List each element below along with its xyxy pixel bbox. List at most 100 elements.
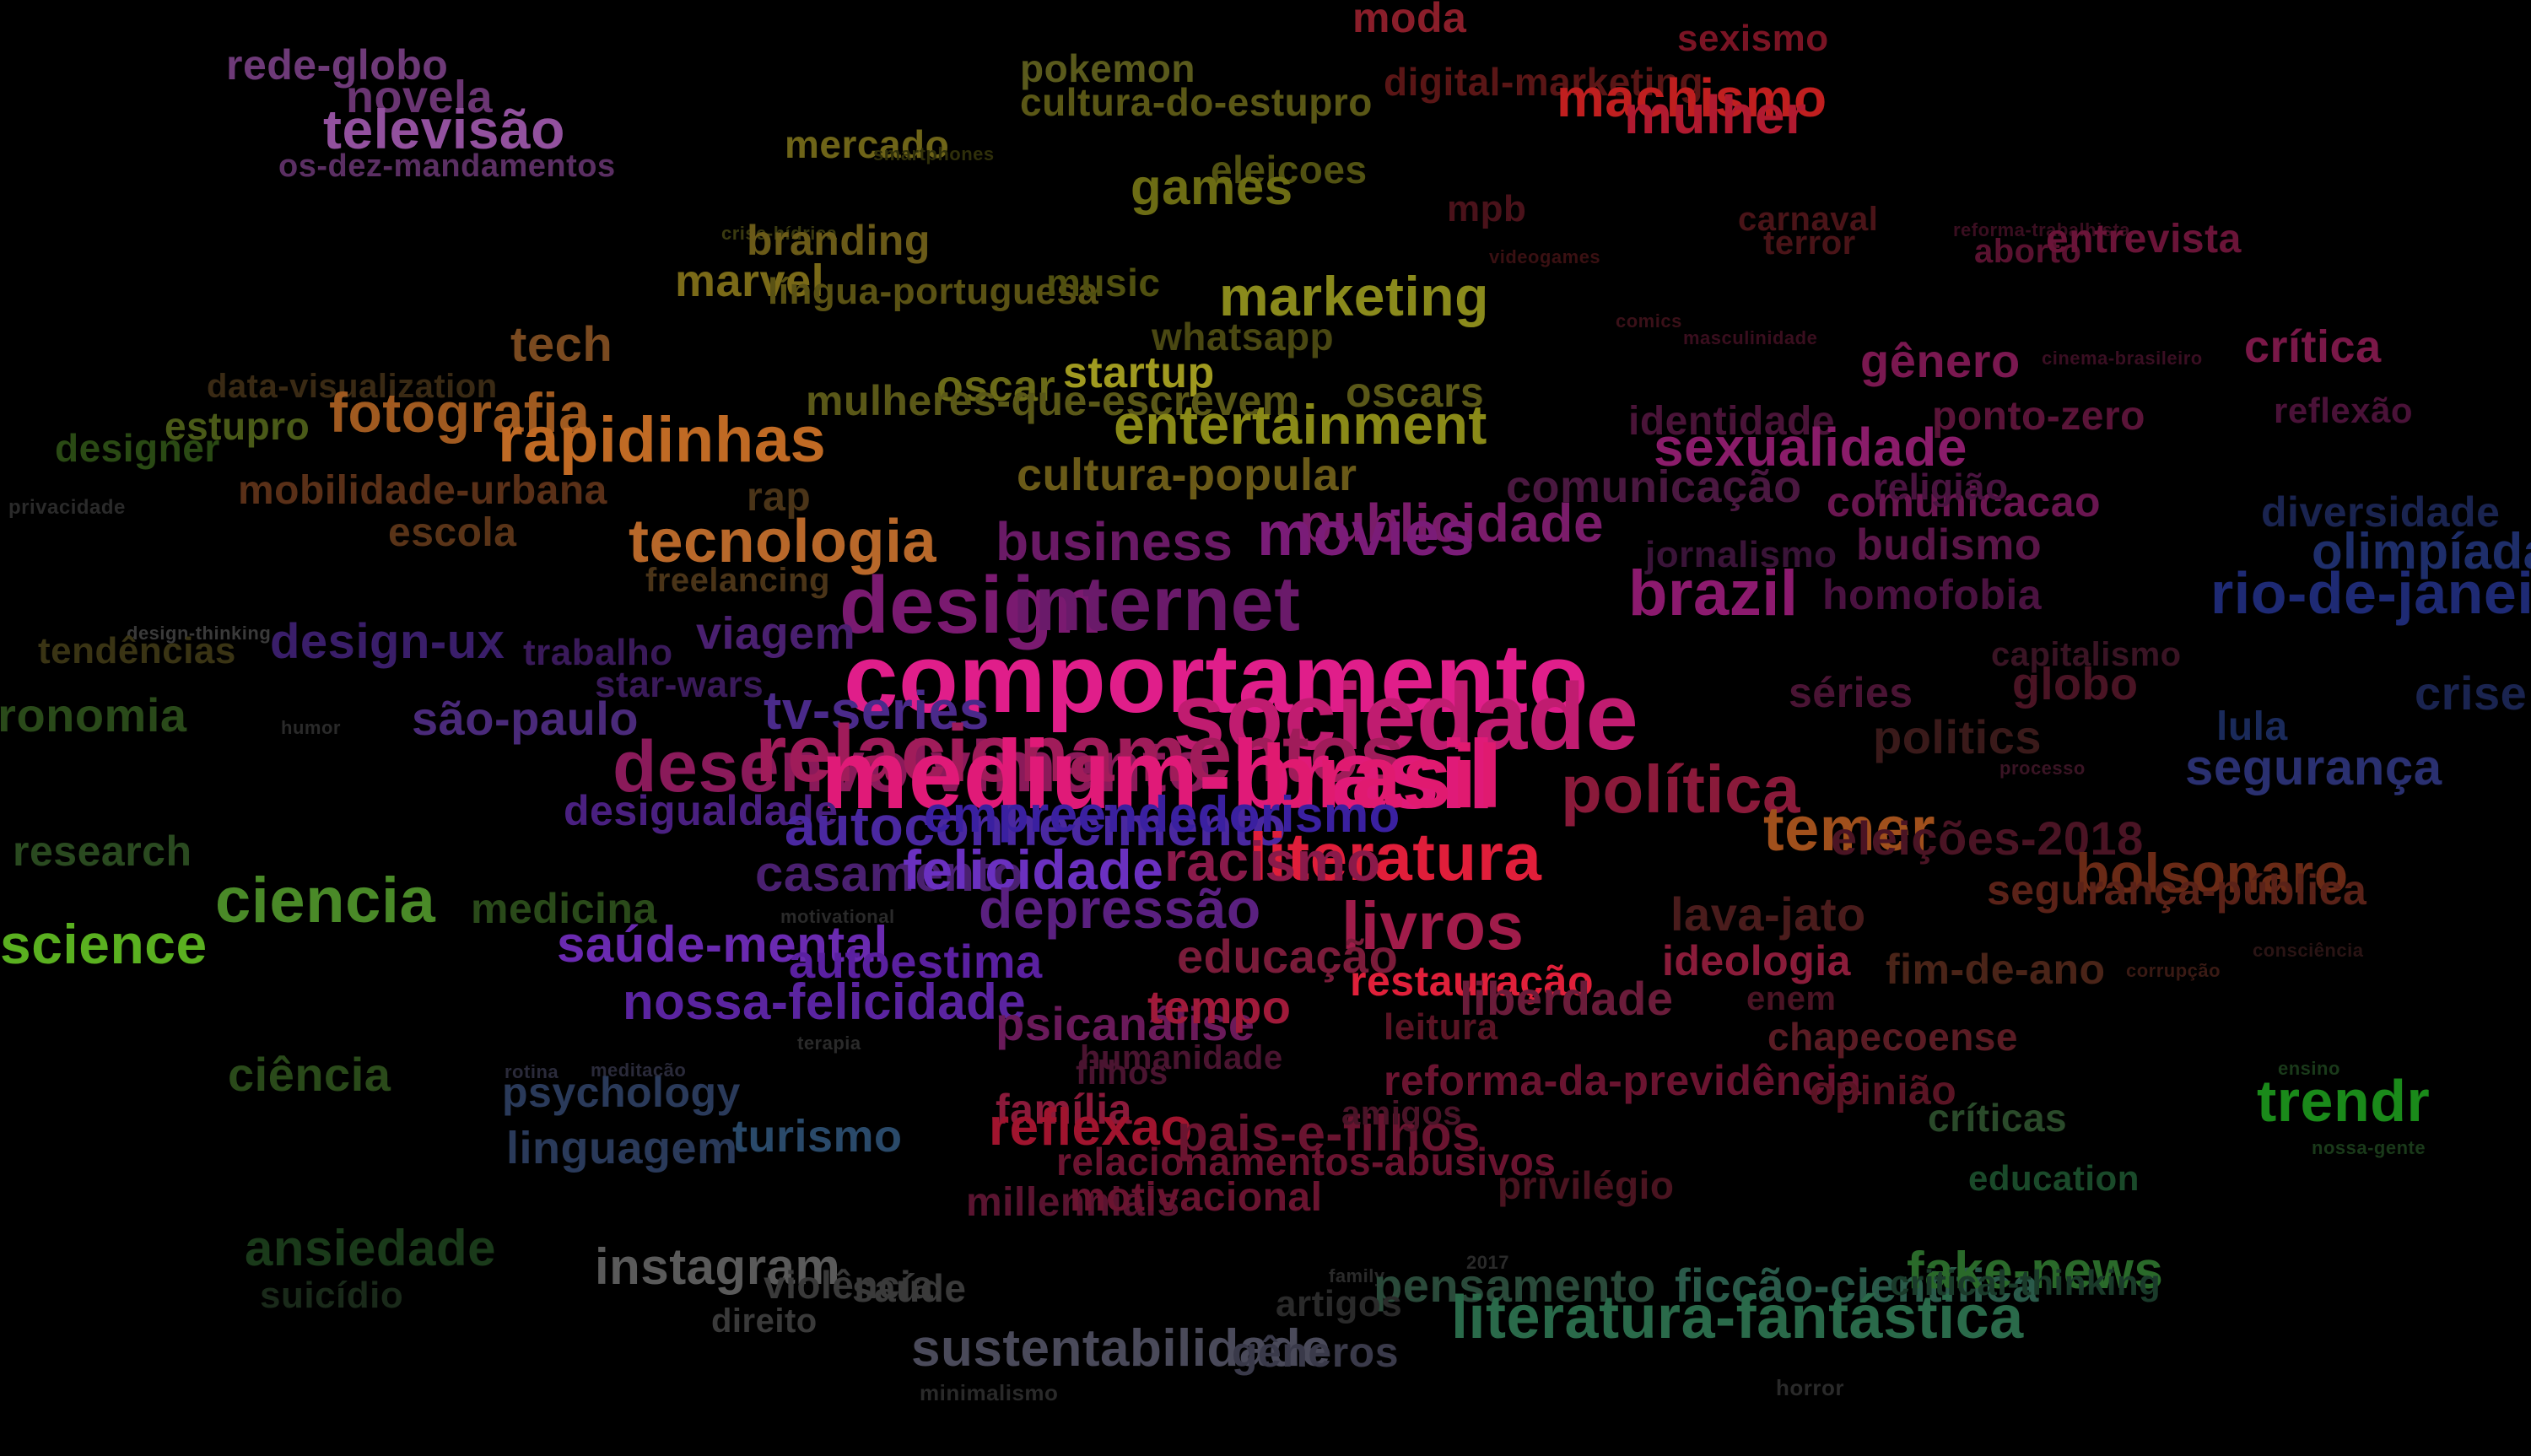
word-reflexao-right: reflexão	[2274, 391, 2414, 430]
word-literatura-fantastica: literatura-fantástica	[1451, 1284, 2024, 1351]
word-terror: terror	[1763, 224, 1856, 262]
word-mercado: mercado	[785, 122, 950, 166]
word-estupro: estupro	[165, 404, 310, 448]
word-artigos: artigos	[1276, 1283, 1403, 1324]
word-lingua-portuguesa: língua-portuguesa	[768, 271, 1099, 312]
word-nossa-felicidade: nossa-felicidade	[623, 973, 1027, 1030]
word-marvel: marvel	[675, 256, 825, 306]
word-medicina: medicina	[471, 885, 657, 932]
word-pokemon: pokemon	[1020, 46, 1195, 90]
word-critica: crítica	[2244, 321, 2382, 372]
word-ciencia: ciencia	[215, 865, 436, 936]
word-marketing: marketing	[1219, 265, 1489, 327]
word-reflexao: reflexao	[989, 1098, 1193, 1157]
word-cultura-do-estupro: cultura-do-estupro	[1020, 80, 1373, 124]
word-felicidade: felicidade	[903, 839, 1164, 901]
word-literatura: literatura	[1249, 819, 1542, 894]
word-carnaval: carnaval	[1738, 201, 1879, 238]
word-pais-e-filhos: pais-e-filhos	[1177, 1105, 1481, 1162]
word-family: family	[1329, 1265, 1385, 1286]
word-mulheres-que-escrevem: mulheres-que-escrevem	[806, 377, 1300, 424]
word-tech: tech	[510, 317, 613, 372]
word-chapecoense: chapecoense	[1767, 1015, 2018, 1059]
word-mobilidade-urbana: mobilidade-urbana	[238, 468, 607, 513]
word-novela: novela	[346, 72, 494, 122]
word-humor: humor	[281, 717, 341, 738]
word-genero: gênero	[1860, 334, 2021, 387]
word-movies: movies	[1257, 499, 1476, 569]
word-machismo: machismo	[1557, 67, 1827, 128]
word-research: research	[13, 828, 192, 875]
word-branding: branding	[747, 217, 931, 264]
word-direito: direito	[711, 1302, 818, 1340]
word-criticas: críticas	[1928, 1096, 2068, 1140]
word-ficcao-cientifica: ficção-científica	[1675, 1259, 2039, 1312]
word-suicidio: suicídio	[260, 1275, 404, 1316]
word-science: science	[0, 913, 208, 975]
word-desenvolvimento: desenvolvimento	[613, 726, 1212, 807]
word-2017: 2017	[1466, 1252, 1509, 1273]
word-familia: família	[996, 1086, 1132, 1133]
word-terapia: terapia	[797, 1033, 861, 1054]
word-viagem: viagem	[696, 608, 856, 659]
word-autoestima: autoestima	[789, 935, 1043, 988]
word-digital-marketing: digital-marketing	[1384, 60, 1704, 104]
word-capitalismo: capitalismo	[1991, 636, 2182, 673]
word-televisao: televisão	[323, 98, 565, 160]
word-comunicacao: comunicacao	[1827, 478, 2102, 526]
word-privilegio: privilégio	[1498, 1163, 1675, 1207]
word-rap: rap	[747, 475, 812, 520]
word-horror: horror	[1776, 1375, 1844, 1400]
word-seguranca-publica: segurança-pública	[1987, 866, 2367, 914]
word-processo: processo	[1999, 758, 2086, 779]
word-homofobia: homofobia	[1822, 571, 2043, 618]
word-critical-thinking: critical-thinking	[1890, 1263, 2161, 1302]
word-psicanalise: psicanálise	[996, 997, 1255, 1050]
word-opiniao: opinião	[1810, 1069, 1957, 1114]
word-music: music	[1046, 261, 1161, 305]
word-smartphones: smartphones	[873, 143, 995, 164]
word-tecnologia: tecnologia	[629, 508, 937, 575]
word-comunicacao-accent: comunicação	[1506, 461, 1802, 512]
word-identidade: identidade	[1628, 399, 1836, 444]
word-rotina: rotina	[505, 1061, 559, 1082]
word-lula: lula	[2216, 704, 2288, 749]
word-cultura-popular: cultura-popular	[1017, 450, 1357, 500]
word-education: education	[1968, 1158, 2140, 1198]
word-escola: escola	[388, 510, 517, 555]
word-casamento: casamento	[755, 845, 1023, 902]
word-motivacional: motivacional	[1070, 1175, 1323, 1220]
word-comics: comics	[1616, 310, 1682, 332]
word-data-visualization: data-visualization	[207, 368, 498, 405]
word-desigualdade: desigualdade	[564, 787, 839, 834]
word-millennials: millennials	[966, 1180, 1180, 1225]
word-globo: globo	[2012, 659, 2139, 709]
word-startup: startup	[1063, 348, 1215, 397]
word-ideologia: ideologia	[1662, 937, 1851, 984]
word-relacionamentos: relacionamentos	[755, 709, 1406, 799]
word-mpb: mpb	[1447, 188, 1527, 229]
word-internet: internet	[1012, 561, 1301, 647]
word-turismo: turismo	[732, 1111, 903, 1162]
word-politics: politics	[1873, 710, 2043, 763]
word-consciencia: consciência	[2253, 940, 2364, 961]
word-generos: gêneros	[1232, 1329, 1400, 1376]
word-brazil: brazil	[1628, 558, 1799, 629]
word-masculinidade: masculinidade	[1683, 327, 1818, 348]
word-rede-globo: rede-globo	[226, 41, 449, 89]
word-games: games	[1131, 159, 1293, 215]
word-ansiedade: ansiedade	[245, 1220, 496, 1276]
word-fake-news: fake-news	[1907, 1242, 2164, 1300]
word-instagram: instagram	[595, 1238, 841, 1295]
word-trabalho: trabalho	[523, 632, 673, 673]
word-business: business	[996, 511, 1233, 572]
word-star-wars: star-wars	[595, 664, 764, 705]
word-mulher: mulher	[1624, 84, 1807, 145]
word-reforma-da-previdencia: reforma-da-previdência	[1384, 1057, 1862, 1104]
word-entertainment: entertainment	[1114, 393, 1487, 456]
word-amigos: amigos	[1341, 1095, 1463, 1132]
word-medium-brasil: medium-brasil	[821, 720, 1496, 829]
word-lava-jato: lava-jato	[1670, 887, 1866, 941]
word-seguranca: segurança	[2185, 739, 2442, 795]
word-crise: crise	[2415, 666, 2528, 720]
